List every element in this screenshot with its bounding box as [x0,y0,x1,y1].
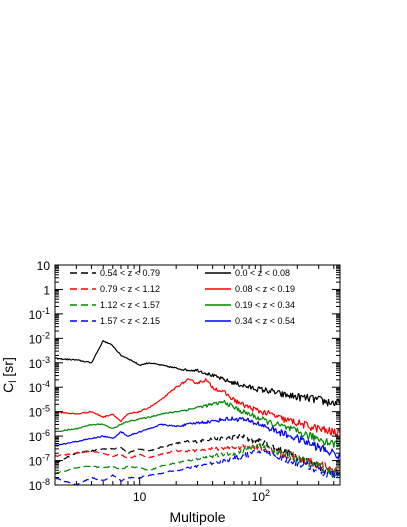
y-axis-title-main: C [0,383,16,393]
series-line-6 [55,449,340,485]
x-tick-label-1-exp: 2 [265,488,270,498]
x-tick-label-1: 102 [252,488,270,504]
y-tick-label-5: 10-4 [29,379,50,395]
series-line-7 [55,416,340,460]
y-tick-label-4-exp: -3 [42,355,50,365]
legend-label-7: 0.34 < z < 0.54 [235,316,295,326]
legend-label-4: 1.12 < z < 1.57 [100,300,160,310]
legend-label-6: 1.57 < z < 2.15 [100,316,160,326]
y-tick-label-8-exp: -7 [42,453,50,463]
y-tick-label-9-exp: -8 [42,477,50,487]
y-axis-title-suffix: [sr] [0,357,16,380]
y-tick-label-9-base: 10 [29,479,43,493]
y-tick-label-8-base: 10 [29,455,43,469]
legend-label-3: 0.08 < z < 0.19 [235,284,295,294]
series-line-2 [55,443,340,476]
y-tick-label-7-base: 10 [29,430,43,444]
y-tick-label-3-exp: -2 [42,330,50,340]
y-tick-label-7: 10-6 [29,428,50,444]
y-tick-label-1: 1 [43,283,50,297]
y-tick-label-4-base: 10 [29,357,43,371]
series-line-4 [55,442,340,479]
y-tick-label-0: 10 [37,259,51,273]
x-tick-label-0-base: 10 [133,490,147,504]
y-tick-label-6-exp: -5 [42,404,50,414]
y-tick-label-2: 10-1 [29,306,50,322]
y-tick-label-5-base: 10 [29,381,43,395]
y-tick-label-8: 10-7 [29,453,50,469]
x-tick-label-1-base: 10 [252,490,266,504]
series-line-0 [55,434,340,478]
series-layer [55,340,340,485]
y-tick-label-2-base: 10 [29,308,43,322]
y-tick-label-0-base: 10 [37,259,51,273]
legend-label-2: 0.79 < z < 1.12 [100,284,160,294]
y-tick-label-7-exp: -6 [42,428,50,438]
y-axis-title: Cl [sr] [0,357,19,393]
legend-label-1: 0.0 < z < 0.08 [235,268,290,278]
y-axis-title-sub: l [8,380,19,382]
x-tick-label-0: 10 [133,490,147,504]
legend-label-5: 0.19 < z < 0.34 [235,300,295,310]
x-axis-title: Multipole [169,509,225,525]
y-tick-label-2-exp: -1 [42,306,50,316]
y-tick-label-6: 10-5 [29,404,50,420]
series-line-3 [55,378,340,438]
y-tick-label-4: 10-3 [29,355,50,371]
legend-label-0: 0.54 < z < 0.79 [100,268,160,278]
y-tick-label-5-exp: -4 [42,379,50,389]
series-line-1 [55,340,340,407]
ticks-layer [54,264,340,486]
y-tick-label-3-base: 10 [29,332,43,346]
y-tick-label-9: 10-8 [29,477,50,493]
y-tick-label-6-base: 10 [29,406,43,420]
legend: 0.54 < z < 0.79 0.0 < z < 0.08 0.79 < z < … [70,268,295,326]
y-tick-label-1-base: 1 [43,283,50,297]
y-tick-label-3: 10-2 [29,330,50,346]
series-line-5 [55,399,340,448]
